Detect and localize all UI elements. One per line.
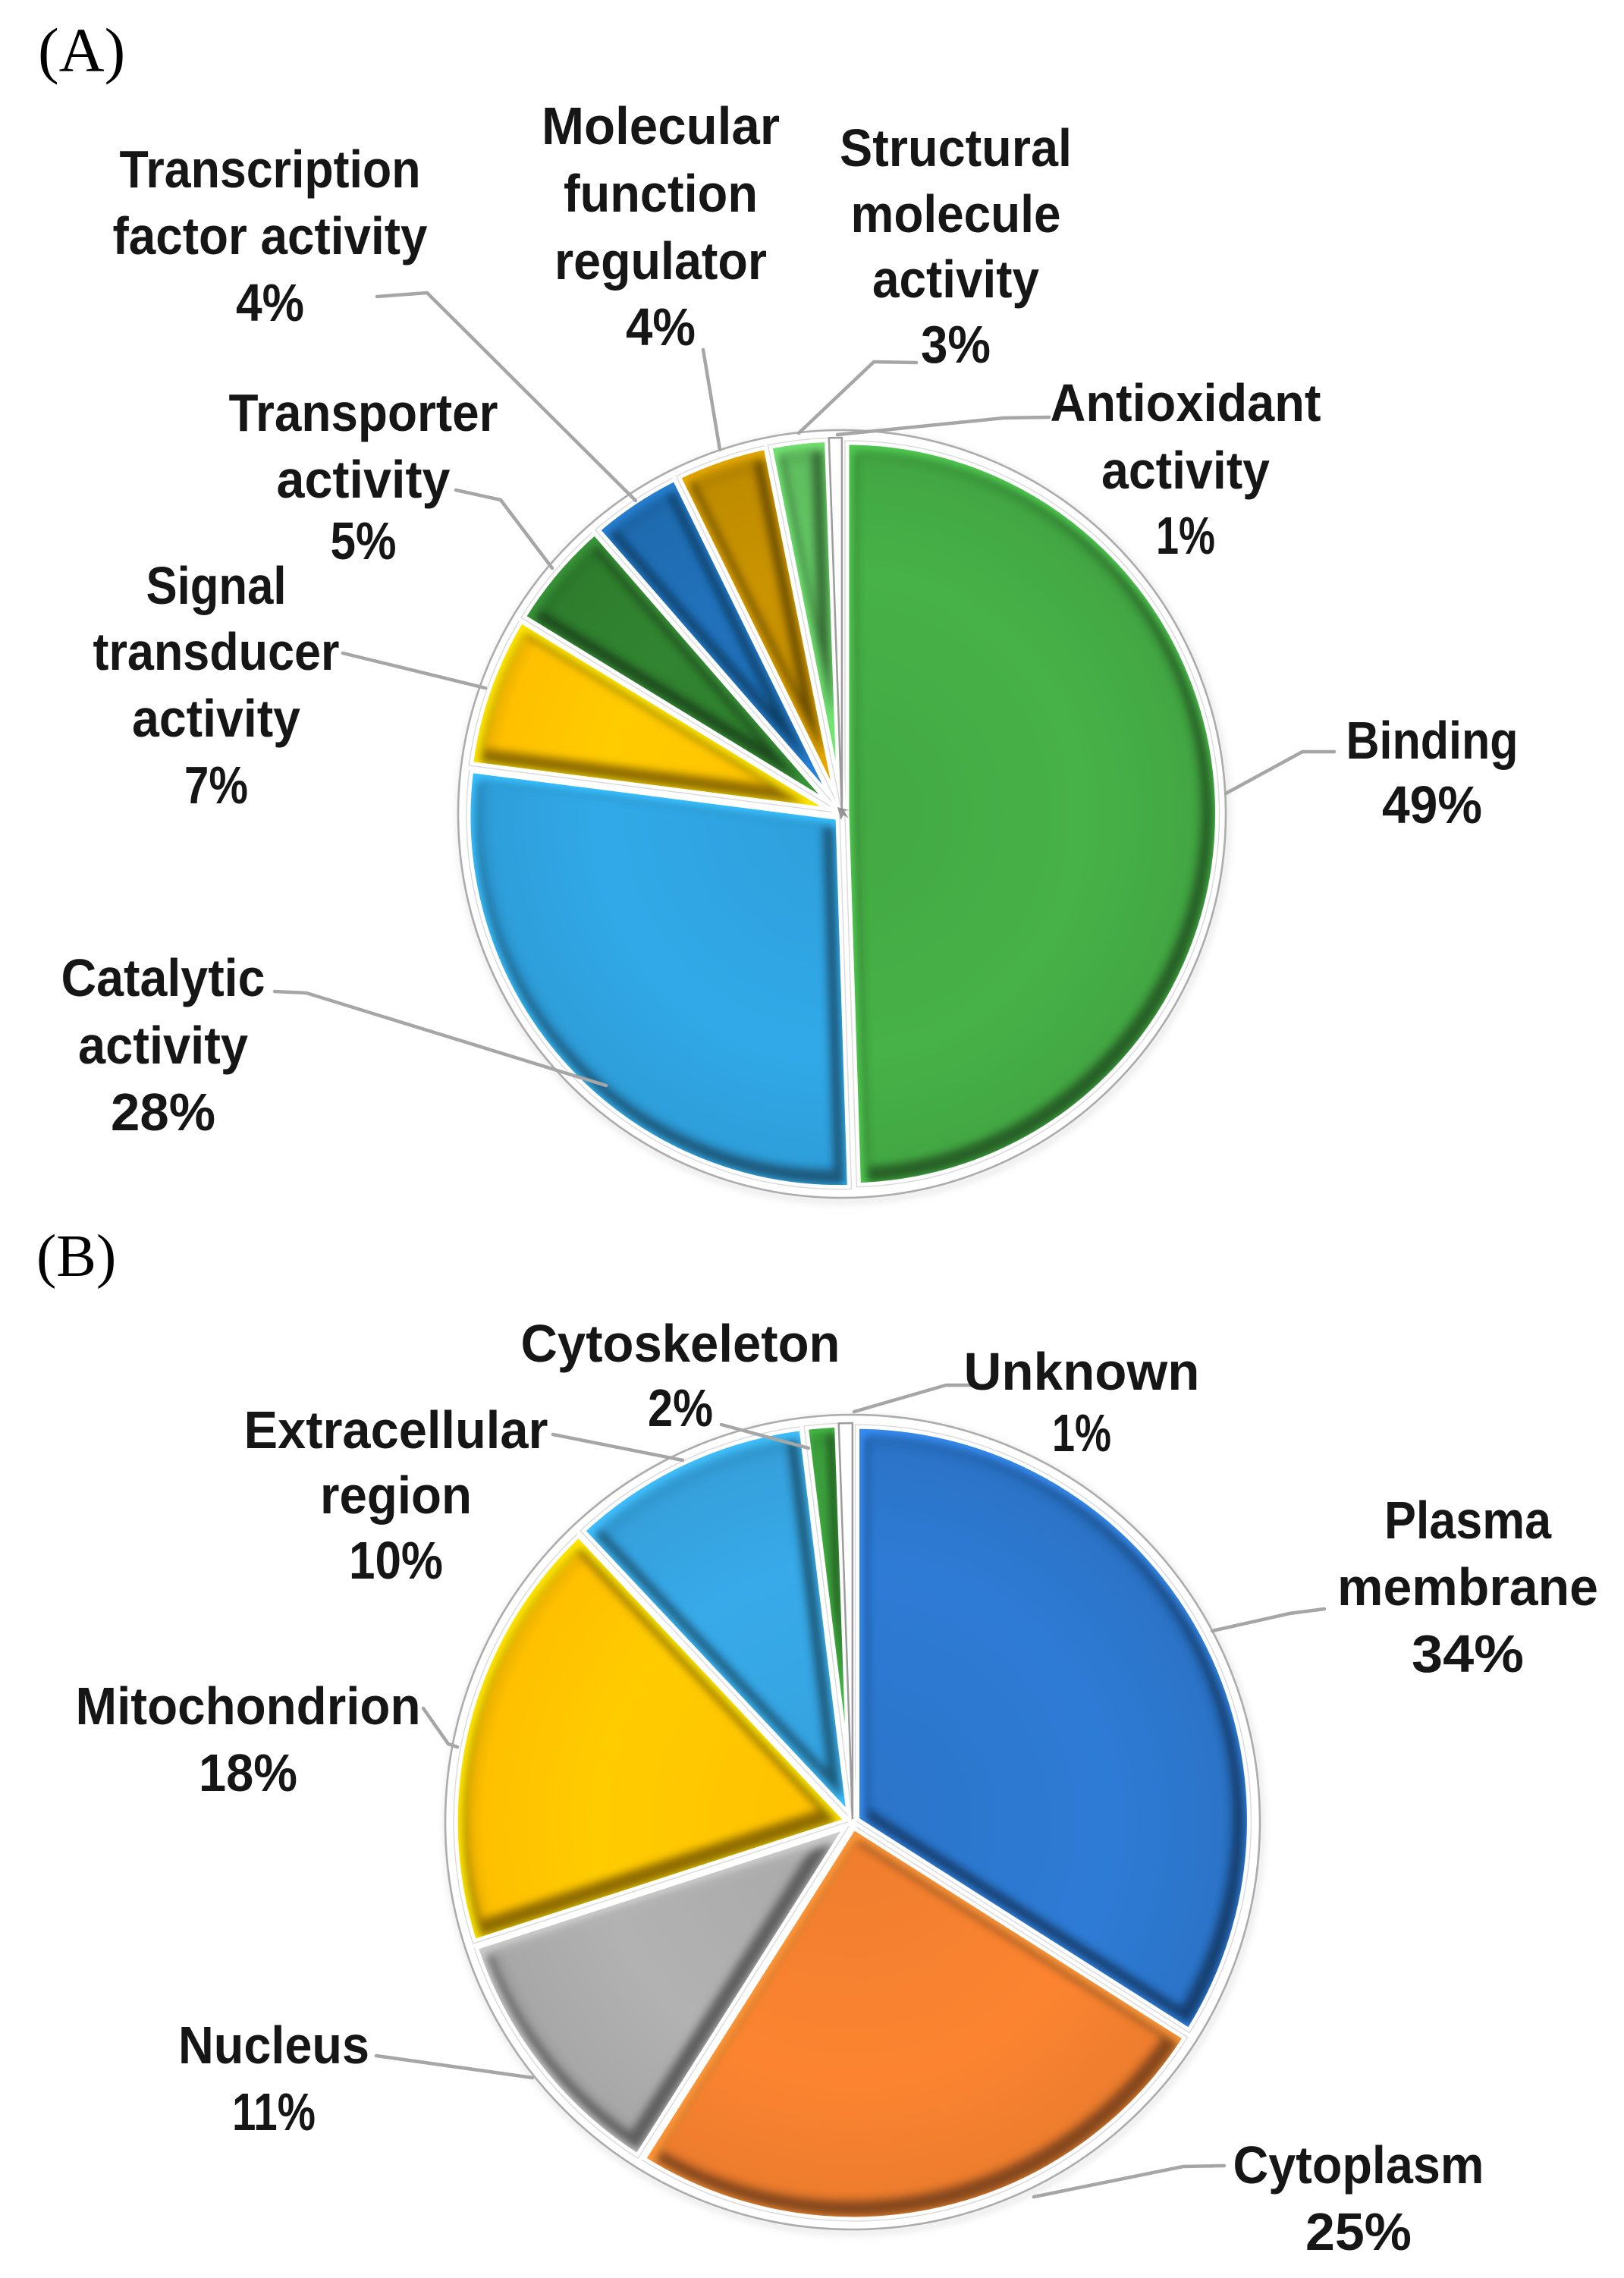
- svg-text:Structural: Structural: [840, 118, 1072, 178]
- svg-text:molecule: molecule: [851, 184, 1061, 244]
- svg-text:Molecular: Molecular: [542, 96, 780, 156]
- svg-text:regulator: regulator: [554, 231, 767, 291]
- svg-text:1%: 1%: [1052, 1403, 1111, 1463]
- svg-text:11%: 11%: [232, 2082, 316, 2141]
- svg-text:28%: 28%: [111, 1082, 215, 1142]
- svg-text:(B): (B): [36, 1224, 116, 1290]
- svg-text:Nucleus: Nucleus: [178, 2016, 369, 2075]
- svg-text:10%: 10%: [349, 1531, 443, 1590]
- svg-text:Extracellular: Extracellular: [244, 1400, 548, 1459]
- svg-text:5%: 5%: [331, 511, 397, 570]
- svg-text:transducer: transducer: [93, 622, 340, 681]
- svg-text:activity: activity: [132, 689, 300, 748]
- svg-text:Catalytic: Catalytic: [61, 948, 265, 1007]
- svg-text:region: region: [320, 1466, 472, 1525]
- svg-text:34%: 34%: [1412, 1624, 1524, 1683]
- svg-text:4%: 4%: [626, 297, 696, 357]
- svg-text:Transcription: Transcription: [120, 140, 421, 199]
- svg-text:2%: 2%: [648, 1378, 713, 1437]
- svg-text:Mitochondrion: Mitochondrion: [76, 1676, 421, 1736]
- svg-text:4%: 4%: [236, 273, 304, 332]
- svg-text:Unknown: Unknown: [964, 1342, 1200, 1401]
- svg-text:Binding: Binding: [1346, 711, 1519, 770]
- svg-text:49%: 49%: [1382, 775, 1482, 834]
- svg-text:activity: activity: [78, 1016, 248, 1075]
- svg-text:7%: 7%: [184, 756, 248, 815]
- svg-text:function: function: [564, 164, 758, 223]
- svg-text:(A): (A): [38, 15, 125, 85]
- svg-text:25%: 25%: [1305, 2202, 1412, 2261]
- svg-text:Plasma: Plasma: [1384, 1491, 1552, 1550]
- svg-text:Cytoplasm: Cytoplasm: [1233, 2135, 1484, 2195]
- svg-text:Antioxidant: Antioxidant: [1051, 373, 1321, 432]
- svg-text:activity: activity: [1101, 441, 1270, 500]
- svg-text:activity: activity: [872, 250, 1039, 309]
- svg-text:18%: 18%: [199, 1743, 297, 1802]
- svg-text:activity: activity: [277, 450, 451, 509]
- svg-text:Signal: Signal: [146, 556, 287, 615]
- svg-text:membrane: membrane: [1337, 1557, 1598, 1617]
- svg-text:1%: 1%: [1156, 506, 1215, 565]
- svg-text:factor activity: factor activity: [113, 206, 428, 266]
- svg-text:Transporter: Transporter: [229, 383, 498, 442]
- svg-text:3%: 3%: [921, 315, 991, 374]
- svg-text:Cytoskeleton: Cytoskeleton: [521, 1314, 840, 1373]
